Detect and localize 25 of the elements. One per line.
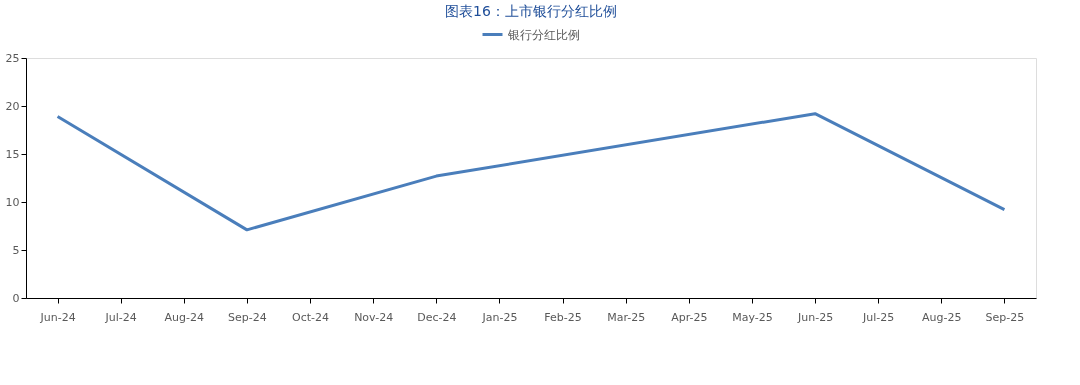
x-tick-label: Sep-25 — [985, 310, 1025, 324]
x-tick-label: Oct-24 — [292, 310, 330, 324]
chart-title: 图表16：上市银行分红比例 — [445, 3, 617, 19]
x-tick-label: May-25 — [732, 310, 773, 324]
x-tick-label: Jul-25 — [862, 310, 895, 324]
x-tick-label: Apr-25 — [671, 310, 708, 324]
y-tick-label: 25 — [5, 51, 20, 65]
x-tick-label: Jan-25 — [481, 310, 518, 324]
x-tick-label: Nov-24 — [354, 310, 394, 324]
x-tick-label: Jun-24 — [39, 310, 76, 324]
x-tick-label: Dec-24 — [417, 310, 457, 324]
x-tick-label: Jul-24 — [104, 310, 137, 324]
x-tick-label: Sep-24 — [228, 310, 267, 324]
x-tick-label: Aug-25 — [922, 310, 962, 324]
y-tick-label: 20 — [5, 99, 20, 113]
y-tick-label: 10 — [5, 195, 20, 209]
x-tick-label: Feb-25 — [544, 310, 582, 324]
y-tick-label: 15 — [5, 147, 20, 161]
legend-label: 银行分红比例 — [507, 27, 580, 42]
x-tick-label: Aug-24 — [164, 310, 205, 324]
x-tick-label: Jun-25 — [796, 310, 834, 324]
y-tick-label: 0 — [12, 291, 20, 305]
line-series — [56, 112, 1006, 232]
y-tick-label: 5 — [12, 243, 20, 257]
x-tick-label: Mar-25 — [607, 310, 646, 324]
